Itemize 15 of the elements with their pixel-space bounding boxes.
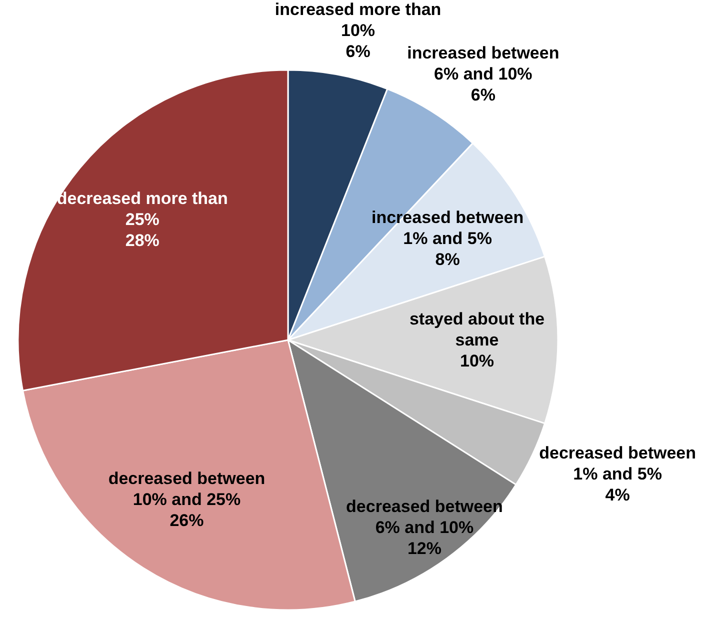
data-label: 6% [470, 85, 496, 104]
slice-label: decreased between 10% and 25% [108, 468, 266, 509]
data-label: 28% [125, 230, 160, 250]
slice-label: decreased more than 25% [56, 188, 228, 229]
data-label: 26% [170, 510, 204, 530]
slice-label: stayed about the same [409, 309, 545, 350]
data-label: 8% [435, 250, 460, 269]
slice-label: increased between 6% and 10% [407, 43, 560, 84]
slice-label: decreased between 6% and 10% [346, 497, 503, 538]
slice-label: decreased between 1% and 5% [539, 443, 696, 484]
slice-label: increased between 1% and 5% [372, 208, 524, 248]
data-label: 10% [460, 351, 494, 370]
data-label: 6% [346, 42, 370, 61]
data-label: 12% [407, 539, 442, 558]
data-label: 4% [605, 485, 630, 504]
